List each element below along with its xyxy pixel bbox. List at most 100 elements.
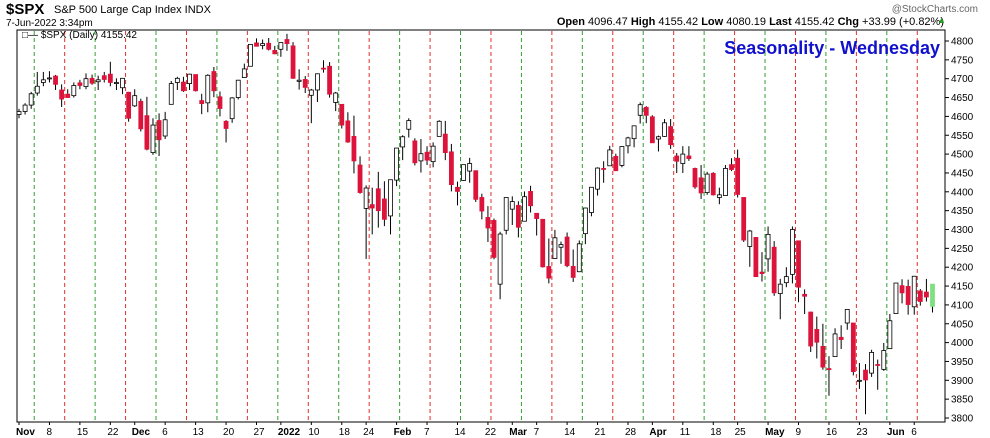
x-tick-label: 15 — [77, 427, 89, 438]
candle-body — [418, 153, 424, 162]
candle-body — [351, 135, 357, 162]
candle-body — [150, 124, 156, 153]
y-tick-label: 3850 — [951, 395, 974, 406]
candle-body — [820, 345, 826, 368]
candle-body — [95, 79, 101, 83]
candle-body — [162, 119, 168, 137]
candle-body — [844, 309, 850, 324]
last-value: 4155.42 — [794, 16, 835, 28]
candle-body — [680, 153, 686, 164]
candle-body — [747, 230, 753, 247]
y-tick-label: 3800 — [951, 414, 974, 425]
open-label: Open — [556, 16, 585, 28]
candle-body — [455, 186, 460, 192]
candle-body — [369, 204, 375, 209]
candle-body — [156, 120, 162, 141]
candle-body — [790, 229, 795, 275]
candle-body — [217, 96, 223, 109]
candle-body — [357, 164, 363, 193]
x-tick-label: 7 — [424, 427, 430, 438]
y-tick-label: 4450 — [951, 168, 974, 179]
x-tick-label: 7 — [534, 427, 540, 438]
candle-body — [899, 285, 905, 294]
x-tick-label: 13 — [193, 427, 205, 438]
candle-body — [552, 237, 558, 259]
candle-body — [448, 151, 454, 186]
candle-body — [570, 266, 576, 278]
candle-body — [290, 45, 296, 79]
candle-body — [863, 369, 868, 381]
low-value: 4080.19 — [726, 16, 767, 28]
candle-body — [302, 79, 308, 88]
x-tick-label: 28 — [625, 427, 637, 438]
chart-title: Seasonality - Wednesday — [724, 38, 940, 58]
candle-body — [869, 352, 874, 374]
candle-body — [905, 286, 911, 305]
candle-body — [528, 191, 533, 207]
x-tick-label: 24 — [363, 427, 375, 438]
candle-body — [174, 77, 180, 83]
y-tick-label: 4550 — [951, 131, 974, 142]
candle-body — [53, 75, 58, 85]
candle-body — [83, 78, 89, 88]
watermark: @StockCharts.com — [891, 4, 978, 15]
candle-body — [613, 155, 619, 172]
candle-body — [394, 147, 399, 181]
candle-body — [22, 104, 28, 112]
candle-body — [205, 74, 211, 104]
candle-body — [838, 336, 844, 340]
candle-body — [771, 246, 777, 294]
candle-body — [235, 79, 241, 98]
candle-body — [254, 42, 259, 47]
candle-body — [497, 233, 503, 285]
candle-body — [101, 75, 107, 80]
candle-body — [564, 236, 570, 267]
candle-body — [260, 43, 266, 46]
x-tick-label: 18 — [710, 427, 722, 438]
candle-body — [741, 197, 747, 241]
candle-body — [47, 77, 52, 80]
candle-body — [710, 172, 716, 196]
candle-body — [34, 85, 40, 94]
candle-body — [321, 67, 326, 70]
x-tick-label: 23 — [856, 427, 868, 438]
candle-body — [241, 68, 247, 78]
candle-body — [911, 275, 917, 308]
candle-body — [126, 91, 132, 119]
candle-body — [339, 103, 345, 126]
candle-body — [814, 329, 820, 343]
x-tick-label: 6 — [162, 427, 168, 438]
open-value: 4096.47 — [588, 16, 628, 28]
candle-body — [375, 188, 381, 212]
candle-body — [193, 74, 199, 92]
candle-body — [625, 137, 631, 147]
candle-body — [546, 266, 552, 279]
candle-body — [704, 173, 710, 193]
y-tick-label: 4750 — [951, 55, 974, 66]
candle-body — [424, 151, 430, 161]
candle-body — [509, 201, 515, 210]
x-tick-label: 18 — [339, 427, 351, 438]
candle-body — [284, 39, 290, 45]
candle-body — [181, 81, 186, 92]
up-arrow-icon: ▲ — [937, 15, 946, 25]
candle-body — [132, 95, 138, 107]
candle-body — [363, 187, 369, 209]
x-tick-label: 14 — [454, 427, 466, 438]
candle-body — [187, 73, 192, 85]
candle-body — [668, 126, 674, 146]
candle-body — [619, 146, 625, 166]
candle-body — [272, 50, 278, 55]
candle-body — [917, 290, 923, 302]
candle-body — [107, 73, 113, 83]
candle-body — [515, 204, 521, 228]
candle-body — [631, 125, 637, 140]
candle-body — [777, 283, 783, 294]
x-tick-label: 20 — [223, 427, 235, 438]
candle-body — [692, 168, 698, 188]
symbol-label: $SPX — [6, 1, 45, 18]
candle-body — [893, 282, 899, 314]
candle-body — [223, 120, 229, 129]
x-tick-label: Apr — [649, 427, 666, 438]
